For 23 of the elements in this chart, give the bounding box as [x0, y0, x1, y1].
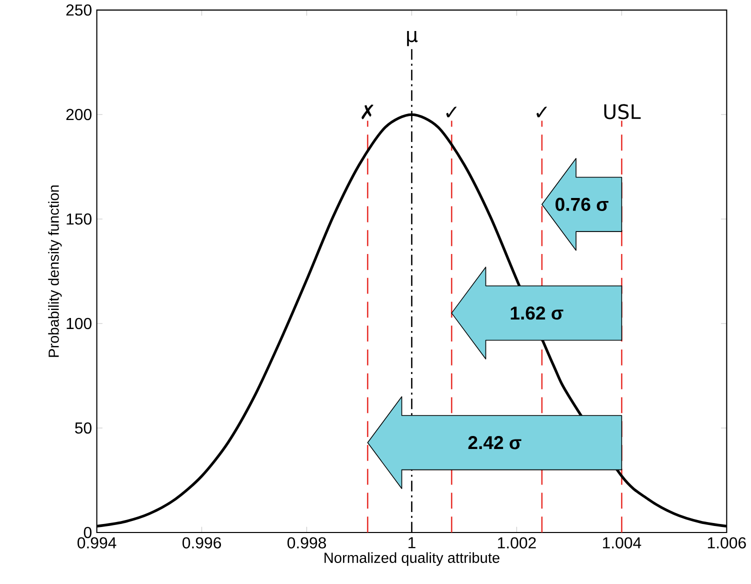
y-axis-title: Probability density function — [48, 185, 62, 357]
ref-line-label: μ — [407, 30, 418, 46]
x-tick-label: 1 — [408, 537, 416, 548]
y-tick-label: 50 — [75, 422, 92, 434]
ref-line-label: ✓ — [446, 106, 457, 118]
y-tick-label: 200 — [66, 108, 92, 120]
y-tick-label: 250 — [66, 4, 92, 16]
y-tick-label: 100 — [66, 318, 92, 330]
x-tick-label: 0.994 — [78, 537, 116, 548]
annotation: 1.62 σ — [510, 306, 564, 320]
ref-line-label: ✓ — [536, 106, 547, 118]
x-tick-label: 0.996 — [182, 537, 221, 548]
x-tick-label: 1.006 — [708, 537, 746, 548]
x-axis-title: Normalized quality attribute — [324, 552, 500, 566]
y-tick-label: 0 — [84, 526, 92, 538]
ref-line-label: ✗ — [362, 104, 374, 120]
ref-line-label: USL — [604, 104, 641, 120]
y-tick-label: 150 — [66, 213, 92, 225]
annotation: 2.42 σ — [468, 436, 522, 450]
x-tick-label: 0.998 — [287, 537, 326, 548]
annotation: 0.76 σ — [556, 198, 608, 211]
x-tick-label: 1.002 — [498, 537, 536, 548]
x-tick-label: 1.004 — [602, 537, 642, 548]
